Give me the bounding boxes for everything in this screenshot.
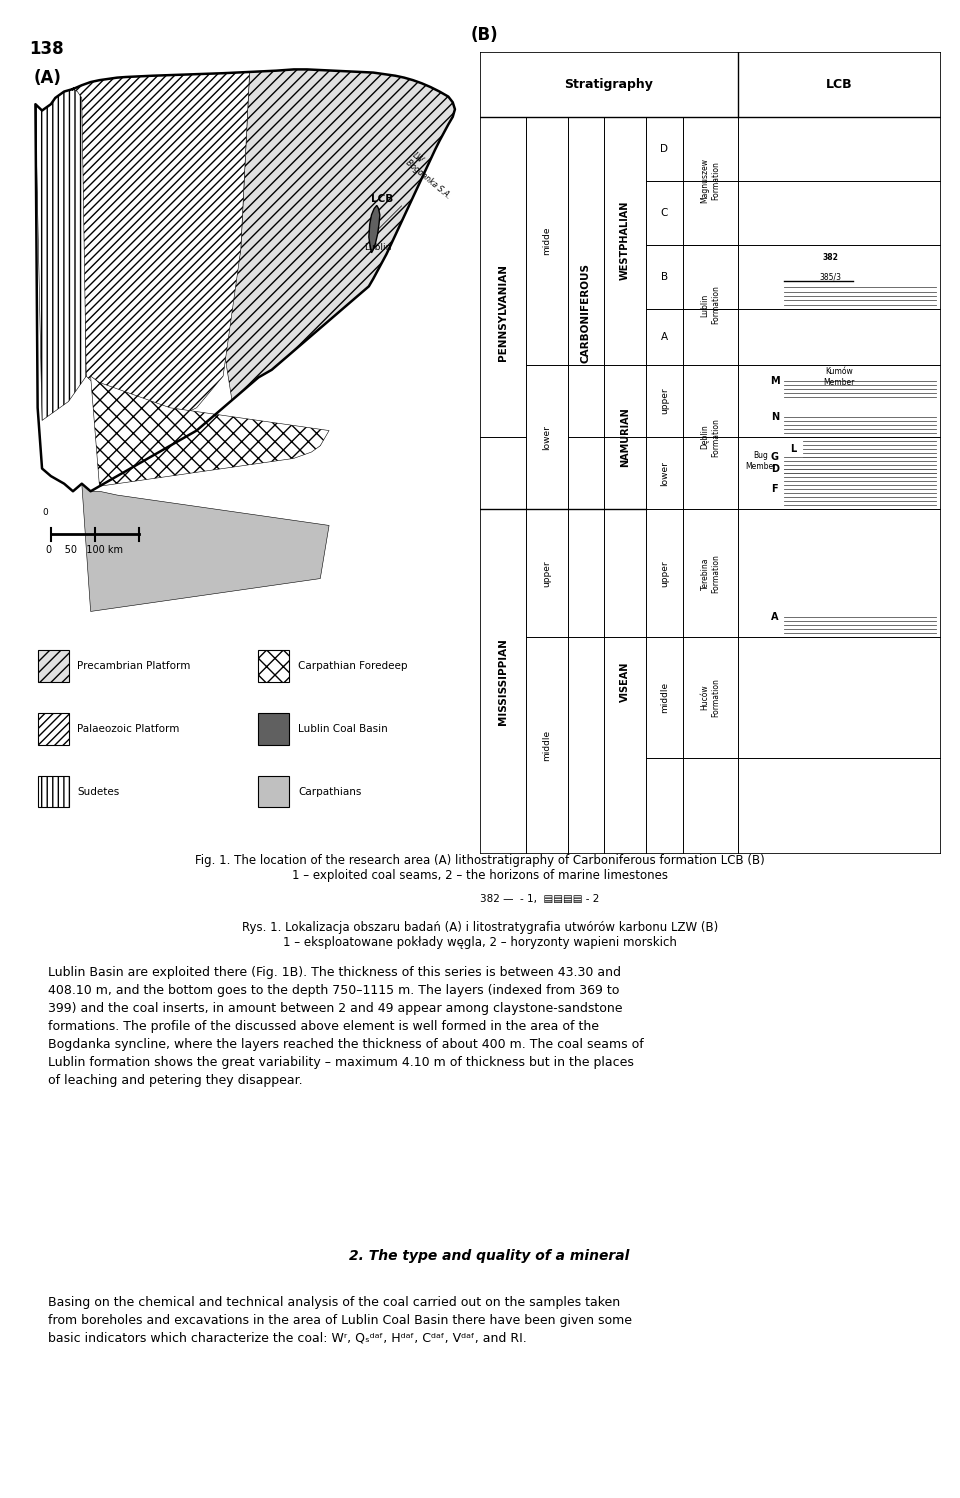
Text: N: N (771, 412, 779, 422)
Text: (B): (B) (470, 27, 498, 45)
Bar (37, 713, 68, 745)
Text: PENNSYLVANIAN: PENNSYLVANIAN (498, 264, 508, 361)
Text: F: F (772, 484, 779, 494)
Text: middle: middle (660, 682, 669, 713)
Text: 385/3: 385/3 (819, 273, 841, 282)
Polygon shape (73, 72, 250, 421)
Bar (37, 776, 68, 807)
Text: Bug
Member: Bug Member (745, 451, 777, 470)
Text: Kumów
Member: Kumów Member (824, 367, 855, 386)
Text: Magnuszew
Formation: Magnuszew Formation (701, 159, 720, 204)
Text: Dęblin
Formation: Dęblin Formation (701, 418, 720, 457)
Text: WESTPHALIAN: WESTPHALIAN (620, 201, 630, 280)
Text: L: L (790, 443, 797, 454)
Text: (A): (A) (34, 69, 61, 87)
Text: Carpathian Foredeep: Carpathian Foredeep (299, 661, 408, 671)
Text: A: A (771, 613, 779, 623)
Text: Sudetes: Sudetes (78, 786, 120, 797)
Text: Fig. 1. The location of the research area (A) lithostratigraphy of Carboniferous: Fig. 1. The location of the research are… (195, 854, 765, 882)
Text: CARBONIFEROUS: CARBONIFEROUS (581, 262, 591, 363)
Text: Terebina
Formation: Terebina Formation (701, 554, 720, 593)
Polygon shape (90, 376, 329, 487)
Bar (258, 713, 289, 745)
Text: NAMURIAN: NAMURIAN (620, 407, 630, 467)
Text: Carpathians: Carpathians (299, 786, 362, 797)
Text: 100 km: 100 km (126, 508, 160, 517)
Text: A: A (660, 333, 668, 342)
Text: M: M (770, 376, 780, 386)
Text: MISSISSIPPIAN: MISSISSIPPIAN (498, 638, 508, 725)
Text: upper: upper (660, 560, 669, 587)
Bar (37, 650, 68, 682)
Text: Basing on the chemical and technical analysis of the coal carried out on the sam: Basing on the chemical and technical ana… (48, 1296, 632, 1345)
Text: 382 —  - 1,  ▤▤▤▤ - 2: 382 — - 1, ▤▤▤▤ - 2 (480, 894, 599, 903)
Text: D: D (771, 464, 779, 475)
Text: Lublin Coal Basin: Lublin Coal Basin (299, 724, 388, 734)
Text: Precambrian Platform: Precambrian Platform (78, 661, 191, 671)
Text: upper: upper (660, 388, 669, 415)
Text: lower: lower (542, 424, 551, 449)
Text: 50: 50 (86, 508, 98, 517)
Text: C: C (660, 208, 668, 217)
Text: Lublin: Lublin (365, 243, 392, 252)
Text: LCB: LCB (827, 78, 852, 91)
Text: Palaeozoic Platform: Palaeozoic Platform (78, 724, 180, 734)
Text: 138: 138 (29, 39, 63, 58)
Text: VISEAN: VISEAN (620, 661, 630, 701)
Bar (258, 650, 289, 682)
Polygon shape (223, 69, 455, 400)
Polygon shape (369, 205, 380, 253)
Text: upper: upper (542, 560, 551, 587)
Text: B: B (660, 271, 668, 282)
Text: lower: lower (660, 461, 669, 485)
Text: middle: middle (542, 730, 551, 761)
Bar (258, 776, 289, 807)
Text: 2. The type and quality of a mineral: 2. The type and quality of a mineral (349, 1249, 630, 1263)
Polygon shape (36, 88, 86, 421)
Text: G: G (771, 452, 779, 463)
Polygon shape (82, 484, 329, 611)
Text: 0: 0 (42, 508, 48, 517)
Text: LW
Bogdanka S.A.: LW Bogdanka S.A. (379, 150, 459, 229)
Text: 382: 382 (823, 253, 838, 262)
Text: Lublin Basin are exploited there (Fig. 1B). The thickness of this series is betw: Lublin Basin are exploited there (Fig. 1… (48, 966, 644, 1088)
Text: Huców
Formation: Huców Formation (701, 679, 720, 718)
Text: midde: midde (542, 226, 551, 255)
Text: LCB: LCB (371, 195, 394, 204)
Text: 0    50   100 km: 0 50 100 km (46, 545, 124, 556)
Text: D: D (660, 144, 668, 154)
Text: Stratigraphy: Stratigraphy (564, 78, 654, 91)
Text: Lublin
Formation: Lublin Formation (701, 286, 720, 325)
Text: Rys. 1. Lokalizacja obszaru badań (A) i litostratygrafia utwórów karbonu LZW (B): Rys. 1. Lokalizacja obszaru badań (A) i … (242, 921, 718, 950)
